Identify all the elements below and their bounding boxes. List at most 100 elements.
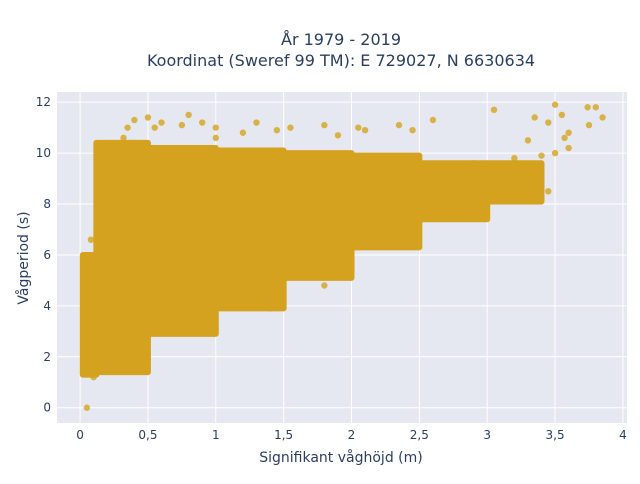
- y-tick-label: 6: [43, 248, 51, 262]
- data-point: [110, 358, 118, 366]
- data-point: [93, 368, 100, 376]
- density-band: [144, 145, 219, 337]
- data-point: [94, 228, 101, 236]
- data-point: [106, 205, 114, 213]
- y-axis-label: Vågperiod (s): [15, 211, 32, 304]
- data-point: [545, 188, 552, 195]
- data-point: [253, 279, 260, 287]
- data-point: [239, 300, 247, 307]
- data-point: [90, 264, 97, 271]
- data-point: [178, 121, 186, 129]
- data-point: [545, 119, 552, 126]
- data-point: [104, 289, 111, 297]
- data-point: [239, 129, 247, 136]
- data-point: [456, 203, 464, 210]
- data-point: [97, 353, 104, 360]
- x-tick-label: 3,5: [546, 428, 565, 442]
- density-band: [212, 147, 287, 312]
- data-point: [239, 284, 247, 292]
- point-layer: [83, 101, 606, 411]
- x-tick-label: 2: [348, 428, 356, 442]
- data-point: [307, 256, 314, 264]
- data-point: [375, 167, 382, 175]
- x-tick-label: 4: [619, 428, 627, 442]
- y-tick-label: 12: [36, 95, 51, 109]
- data-point: [131, 333, 138, 340]
- data-point: [280, 267, 287, 274]
- data-point: [131, 139, 138, 147]
- data-point: [402, 221, 409, 228]
- data-point: [565, 144, 572, 152]
- data-point: [120, 134, 127, 142]
- data-point: [199, 300, 206, 307]
- data-point: [97, 277, 104, 284]
- density-band: [416, 160, 491, 223]
- density-band: [280, 150, 355, 281]
- data-point: [266, 274, 274, 282]
- data-point: [83, 404, 91, 411]
- x-tick-label: 0,5: [138, 428, 157, 442]
- data-point: [429, 116, 437, 124]
- data-point: [561, 134, 568, 142]
- data-point: [131, 116, 138, 124]
- density-layer: [79, 139, 545, 378]
- data-point: [158, 317, 165, 325]
- data-point: [599, 114, 606, 121]
- x-tick-label: 3: [483, 428, 491, 442]
- data-point: [106, 152, 114, 159]
- data-point: [124, 124, 131, 131]
- data-point: [355, 124, 362, 131]
- data-point: [321, 121, 328, 129]
- data-point: [151, 124, 158, 131]
- data-point: [144, 147, 152, 154]
- density-band: [348, 152, 423, 251]
- density-band: [484, 160, 545, 205]
- data-point: [212, 295, 219, 302]
- data-point: [124, 343, 131, 350]
- data-point: [171, 310, 179, 317]
- data-point: [273, 126, 281, 134]
- data-point: [110, 177, 118, 185]
- data-point: [117, 348, 124, 355]
- data-point: [90, 289, 97, 297]
- data-point: [199, 119, 206, 126]
- data-point: [409, 126, 416, 134]
- y-tick-label: 4: [43, 299, 51, 313]
- data-point: [348, 241, 355, 248]
- data-point: [450, 165, 457, 172]
- x-tick-label: 1,5: [274, 428, 293, 442]
- data-point: [334, 132, 342, 139]
- data-point: [151, 320, 158, 327]
- data-point: [524, 198, 532, 205]
- data-point: [144, 323, 152, 330]
- data-point: [584, 104, 591, 111]
- data-point: [321, 251, 328, 259]
- data-point: [137, 328, 145, 335]
- x-tick-label: 1: [212, 428, 220, 442]
- data-point: [490, 106, 498, 114]
- data-point: [266, 305, 274, 312]
- y-tick-label: 8: [43, 197, 51, 211]
- data-point: [395, 121, 403, 129]
- data-point: [144, 114, 152, 121]
- data-point: [90, 373, 97, 381]
- x-tick-labels: 0 0,5 1 1,5 2 2,5 3 3,5 4: [76, 428, 626, 442]
- data-point: [551, 149, 559, 157]
- data-point: [470, 160, 477, 167]
- data-point: [592, 104, 599, 111]
- y-tick-label: 2: [43, 350, 51, 364]
- y-tick-label: 0: [43, 401, 51, 415]
- data-point: [538, 152, 545, 159]
- data-point: [212, 134, 219, 142]
- y-tick-labels: 0 2 4 6 8 10 12: [36, 95, 51, 415]
- data-point: [511, 185, 518, 192]
- data-point: [287, 124, 294, 131]
- data-point: [185, 305, 192, 312]
- data-point: [375, 231, 382, 238]
- data-point: [416, 172, 423, 180]
- data-point: [565, 129, 572, 136]
- chart-title-line1: År 1979 - 2019: [281, 30, 401, 49]
- data-point: [558, 111, 566, 119]
